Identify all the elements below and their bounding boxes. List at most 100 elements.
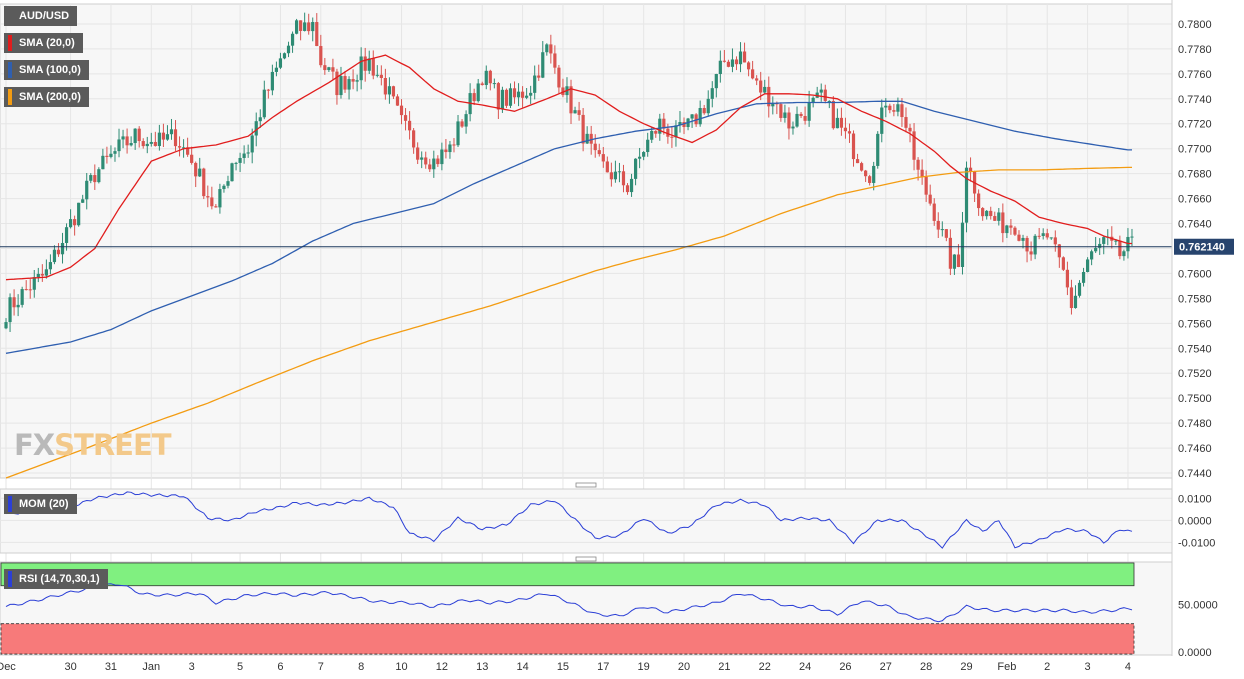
candle-body [1094, 247, 1098, 252]
candle-body [93, 175, 97, 183]
candle-body [710, 88, 714, 99]
time-axis-tick-label: 20 [678, 661, 690, 673]
time-axis-tick-label: 27 [880, 661, 892, 673]
candle-body [1073, 295, 1078, 309]
candle-body [282, 53, 287, 59]
sma100-line [5, 100, 1132, 354]
candle-body [424, 157, 428, 165]
last-price-badge [1174, 238, 1234, 255]
candle-body [621, 171, 626, 186]
candle-body [36, 273, 40, 278]
candle-body [690, 114, 694, 119]
candle-body [819, 89, 823, 93]
candle-body [956, 254, 961, 267]
sma100-swatch [8, 62, 12, 78]
panel-resize-grip [575, 482, 597, 488]
candle-body [32, 277, 36, 290]
candle-body [492, 83, 496, 85]
candle-body [702, 108, 706, 114]
candle-body [948, 237, 952, 269]
candle-body [238, 157, 242, 163]
candle-body [8, 297, 12, 323]
candle-body [117, 139, 121, 152]
fxstreet-watermark-logo: FXSTREET [14, 428, 172, 462]
candle-body [109, 153, 113, 157]
time-axis-tick-label: 5 [237, 661, 243, 673]
candle-body [432, 158, 436, 170]
candle-body [993, 216, 997, 221]
candle-body [1001, 212, 1005, 234]
candle-body [698, 108, 702, 125]
candle-body [533, 75, 537, 93]
candle-body [1005, 225, 1009, 234]
candle-body [807, 102, 811, 121]
candle-body [496, 83, 500, 110]
candle-body [258, 117, 262, 122]
sma200-legend[interactable]: SMA (200,0) [4, 87, 89, 107]
candle-body [864, 170, 868, 177]
candle-body [359, 56, 363, 81]
candle-body [1013, 227, 1017, 235]
candle-body [472, 93, 476, 102]
sma20-legend[interactable]: SMA (20,0) [4, 33, 83, 53]
candle-body [839, 117, 844, 128]
sma100-legend[interactable]: SMA (100,0) [4, 60, 89, 80]
candle-body [940, 229, 944, 231]
time-axis-tick-label: Jan [142, 661, 160, 673]
candle-body [262, 89, 266, 118]
candle-body [981, 208, 985, 217]
time-axis-tick-label: 26 [839, 661, 851, 673]
momentum-legend[interactable]: MOM (20) [4, 494, 77, 514]
candle-body [181, 147, 186, 149]
candle-body [246, 152, 250, 154]
symbol-label[interactable]: AUD/USD [4, 6, 78, 26]
candle-body [351, 79, 355, 82]
symbol-label-text: AUD/USD [19, 10, 70, 22]
candle-body [932, 203, 936, 221]
candle-body [391, 86, 396, 97]
candle-body [831, 100, 835, 129]
candle-body [1053, 237, 1057, 245]
time-axis-tick-label: 19 [638, 661, 650, 673]
price-axis-tick-label: 0.7720 [1178, 119, 1212, 131]
candle-body [613, 171, 618, 180]
candle-body [714, 73, 718, 89]
candle-body [347, 79, 351, 90]
candle-body [646, 139, 650, 153]
candle-body [456, 121, 460, 146]
candle-body [311, 22, 315, 32]
candle-body [488, 70, 492, 84]
candle-body [835, 117, 839, 129]
candle-body [101, 155, 105, 170]
candle-body [682, 122, 686, 128]
candle-body [416, 147, 420, 160]
candle-body [1130, 236, 1134, 238]
candle-body [387, 86, 392, 95]
candle-body [694, 114, 698, 125]
candle-body [1102, 237, 1106, 244]
candle-body [20, 289, 24, 305]
candle-body [161, 132, 166, 140]
candle-body [230, 163, 234, 182]
momentum-legend-text: MOM (20) [19, 498, 69, 510]
candle-body [706, 98, 710, 114]
candle-body [56, 249, 61, 255]
sma20-swatch [8, 35, 12, 51]
candle-body [617, 171, 622, 173]
candle-body [85, 180, 89, 200]
candle-body [823, 89, 827, 101]
candle-body [952, 254, 957, 269]
candle-body [137, 128, 141, 142]
rsi-legend[interactable]: RSI (14,70,30,1) [4, 569, 108, 589]
candle-body [52, 249, 57, 263]
momentum-axis-tick-label: 0.0000 [1178, 515, 1212, 527]
candle-body [601, 154, 605, 162]
price-axis-tick-label: 0.7640 [1178, 219, 1212, 231]
time-axis-tick-label: 8 [358, 661, 364, 673]
candle-body [81, 199, 85, 203]
candle-body [141, 141, 145, 147]
candle-body [1037, 235, 1041, 237]
candle-body [1025, 237, 1029, 252]
candle-body [460, 121, 464, 127]
candle-body [440, 149, 444, 165]
